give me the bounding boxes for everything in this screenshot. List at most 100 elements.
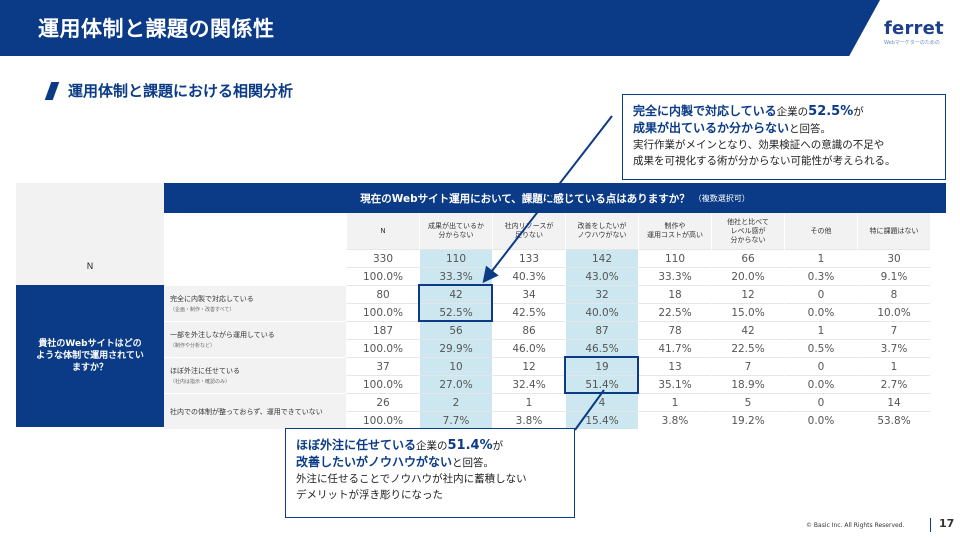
- table-cell: 22.5%: [638, 303, 711, 321]
- table-cell: 15.4%: [565, 411, 638, 429]
- table-cell: 1: [784, 249, 857, 267]
- table-cell: 26: [346, 393, 419, 411]
- callout-top-end: が: [853, 106, 864, 118]
- column-header-text: N: [380, 227, 385, 236]
- column-header: 成果が出ているか 分からない: [419, 213, 492, 249]
- table-cell: 2: [419, 393, 492, 411]
- table-cell: 78: [638, 321, 711, 339]
- question-header: 現在のWebサイト運用において、課題に感じている点はありますか？ （複数選択可）: [164, 183, 946, 213]
- column-header-line: 足りない: [515, 231, 543, 239]
- table-cell: 1: [784, 321, 857, 339]
- row-label-sub: （企画・制作・改善すべて）: [170, 307, 235, 313]
- question-text: 現在のWebサイト運用において、課題に感じている点はありますか？: [360, 192, 690, 205]
- table-cell: 18.9%: [711, 375, 784, 393]
- callout-bottom-line1: ほぼ外注に任せている企業の51.4%が: [296, 437, 564, 454]
- table-cell: 46.0%: [492, 339, 565, 357]
- table-cell: 42: [711, 321, 784, 339]
- column-header-line: N: [380, 226, 386, 235]
- table-cell: 86: [492, 321, 565, 339]
- logo-text: ferret: [884, 18, 944, 39]
- table-cell: 10: [419, 357, 492, 375]
- table-cell: 330: [346, 249, 419, 267]
- row-label: ほぼ外注に任せている （社内は指示・確認のみ）: [164, 357, 346, 393]
- row-label-text: 社内での体制が整っておらず、運用できていない: [170, 407, 323, 416]
- column-header-line: 運用コストが高い: [647, 231, 703, 239]
- callout-top-line2-end: と回答。: [789, 123, 832, 135]
- table-cell: 0.0%: [784, 411, 857, 429]
- column-header: 他社と比べて レベル感が 分からない: [711, 213, 784, 249]
- column-header-line: 制作や: [664, 222, 686, 230]
- table-cell: 100.0%: [346, 267, 419, 285]
- table-cell: 100.0%: [346, 303, 419, 321]
- table-cell: 8: [857, 285, 930, 303]
- callout-top-line4: 成果を可視化する術が分からない可能性が考えられる。: [633, 155, 896, 167]
- column-header-line: 成果が出ているか: [428, 222, 484, 230]
- table-cell: 110: [419, 249, 492, 267]
- callout-top-percent: 52.5%: [808, 104, 854, 119]
- table-cell: 0.5%: [784, 339, 857, 357]
- table-cell: 3.8%: [638, 411, 711, 429]
- table-cell: 66: [711, 249, 784, 267]
- table-cell: 110: [638, 249, 711, 267]
- table-cell: 51.4%: [565, 375, 638, 393]
- table-cell: 1: [638, 393, 711, 411]
- copyright: © Basic Inc. All Rights Reserved.: [806, 522, 905, 529]
- column-header-line: ノウハウがない: [577, 231, 627, 239]
- table-cell: 3.8%: [492, 411, 565, 429]
- section-heading: 運用体制と課題における相関分析: [44, 80, 293, 101]
- callout-bottom-emphasis-1: ほぼ外注に任せている: [296, 438, 417, 452]
- callout-bottom-line2-end: と回答。: [452, 457, 495, 469]
- table-cell: 18: [638, 285, 711, 303]
- table-cell: 7.7%: [419, 411, 492, 429]
- callout-bottom-percent: 51.4%: [447, 438, 493, 453]
- row-label-text: ほぼ外注に任せている: [170, 367, 240, 375]
- table-cell: 133: [492, 249, 565, 267]
- table-cell: 12: [711, 285, 784, 303]
- column-header: 社内リソースが 足りない: [492, 213, 565, 249]
- question-note: （複数選択可）: [693, 193, 750, 203]
- table-cell: 3.7%: [857, 339, 930, 357]
- table-cell: 33.3%: [419, 267, 492, 285]
- column-header-line: 分からない: [730, 235, 766, 244]
- column-header-line: 特に課題はない: [869, 226, 919, 235]
- table-cell: 29.9%: [419, 339, 492, 357]
- column-header: 特に課題はない: [857, 213, 930, 249]
- table-cell: 4: [565, 393, 638, 411]
- callout-bottom-mid: 企業の: [416, 440, 448, 452]
- table-cell: 20.0%: [711, 267, 784, 285]
- column-header-text: 特に課題はない: [870, 227, 919, 236]
- table-cell: 0.0%: [784, 375, 857, 393]
- highlight-box: [564, 356, 639, 394]
- page-number: 17: [939, 517, 955, 530]
- row-label-sub: （制作や分析など）: [170, 343, 216, 349]
- table-cell: 37: [346, 357, 419, 375]
- row-label: 一部を外注しながら運用している （制作や分析など）: [164, 321, 346, 357]
- side-question-text: 貴社のWebサイトはどのような体制で運用されていますか？: [36, 339, 144, 373]
- table-cell: 0.3%: [784, 267, 857, 285]
- table-cell: 100.0%: [346, 411, 419, 429]
- header: 運用体制と課題の関係性 ferret Webマーケターのための: [0, 0, 960, 56]
- table-cell: 100.0%: [346, 339, 419, 357]
- table-cell: 2.7%: [857, 375, 930, 393]
- callout-top-emphasis-1: 完全に内製で対応している: [633, 104, 777, 118]
- column-header-text: 成果が出ているか 分からない: [428, 222, 484, 240]
- table-cell: 40.3%: [492, 267, 565, 285]
- table-cell: 87: [565, 321, 638, 339]
- table-cell: 0: [784, 393, 857, 411]
- table-cell: 35.1%: [638, 375, 711, 393]
- callout-bottom: ほぼ外注に任せている企業の51.4%が 改善したいがノウハウがないと回答。 外注…: [285, 428, 575, 518]
- table-cell: 14: [857, 393, 930, 411]
- table-cell: 56: [419, 321, 492, 339]
- highlight-box: [418, 284, 493, 322]
- callout-top-line2: 成果が出ているか分からないと回答。: [633, 120, 935, 137]
- column-header-text: 改善をしたいが ノウハウがない: [578, 222, 627, 240]
- callout-top: 完全に内製で対応している企業の52.5%が 成果が出ているか分からないと回答。 …: [622, 94, 946, 180]
- table-cell: 32: [565, 285, 638, 303]
- row-label-sub: （社内は指示・確認のみ）: [170, 379, 231, 385]
- callout-bottom-line4: デメリットが浮き彫りになった: [296, 489, 443, 501]
- table-cell: 13: [638, 357, 711, 375]
- table-cell: 7: [857, 321, 930, 339]
- table-cell: 9.1%: [857, 267, 930, 285]
- table-cell: 5: [711, 393, 784, 411]
- column-header-line: レベル感が: [730, 226, 766, 235]
